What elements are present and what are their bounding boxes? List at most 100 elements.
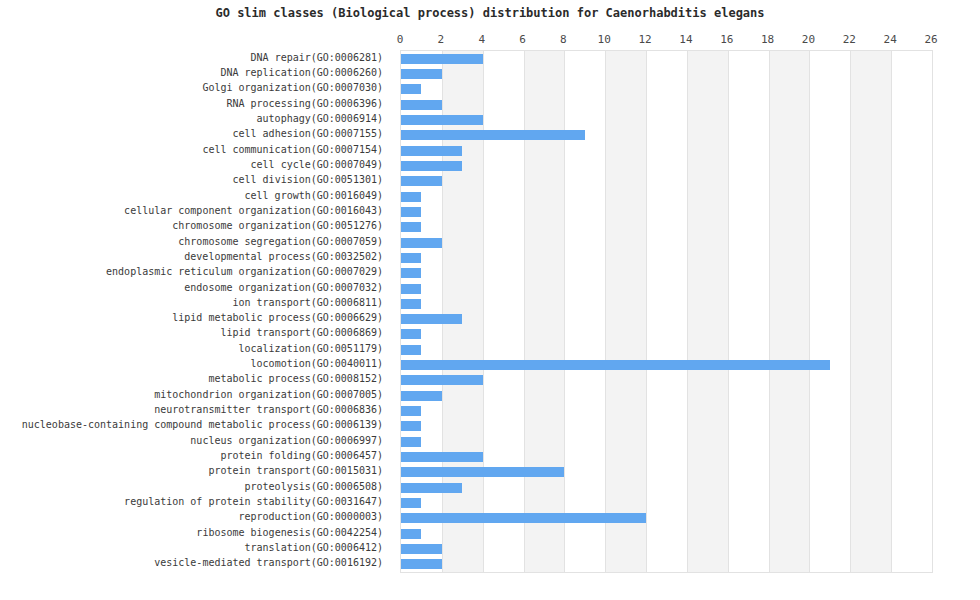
bar bbox=[401, 299, 421, 309]
x-tick-label: 22 bbox=[843, 33, 856, 46]
category-label: developmental process(GO:0032502) bbox=[0, 251, 392, 262]
x-tick-label: 18 bbox=[761, 33, 774, 46]
background-band bbox=[850, 51, 891, 572]
chart-title: GO slim classes (Biological process) dis… bbox=[0, 6, 980, 20]
x-tick-label: 4 bbox=[478, 33, 485, 46]
gridline bbox=[728, 51, 729, 572]
category-label: vesicle-mediated transport(GO:0016192) bbox=[0, 557, 392, 568]
bar bbox=[401, 115, 483, 125]
x-tick-label: 6 bbox=[519, 33, 526, 46]
bar bbox=[401, 345, 421, 355]
category-label: lipid transport(GO:0006869) bbox=[0, 327, 392, 338]
bar bbox=[401, 207, 421, 217]
bar bbox=[401, 253, 421, 263]
category-label: localization(GO:0051179) bbox=[0, 343, 392, 354]
background-band bbox=[605, 51, 646, 572]
background-band bbox=[809, 51, 850, 572]
bar bbox=[401, 146, 462, 156]
category-label: chromosome segregation(GO:0007059) bbox=[0, 236, 392, 247]
background-band bbox=[728, 51, 769, 572]
category-label: cell division(GO:0051301) bbox=[0, 174, 392, 185]
category-label: Golgi organization(GO:0007030) bbox=[0, 82, 392, 93]
gridline bbox=[524, 51, 525, 572]
bar bbox=[401, 360, 830, 370]
gridline bbox=[646, 51, 647, 572]
bar bbox=[401, 513, 646, 523]
bar bbox=[401, 161, 462, 171]
category-label: neurotransmitter transport(GO:0006836) bbox=[0, 404, 392, 415]
background-band bbox=[442, 51, 483, 572]
gridline bbox=[891, 51, 892, 572]
bar bbox=[401, 238, 442, 248]
background-band bbox=[687, 51, 728, 572]
x-tick-label: 26 bbox=[924, 33, 937, 46]
x-tick-label: 20 bbox=[802, 33, 815, 46]
bar bbox=[401, 437, 421, 447]
gridline bbox=[809, 51, 810, 572]
background-band bbox=[483, 51, 524, 572]
gridline bbox=[850, 51, 851, 572]
gridline bbox=[483, 51, 484, 572]
x-tick-label: 2 bbox=[438, 33, 445, 46]
background-band bbox=[564, 51, 605, 572]
bar bbox=[401, 268, 421, 278]
bar bbox=[401, 69, 442, 79]
bar bbox=[401, 130, 585, 140]
bar bbox=[401, 498, 421, 508]
bar bbox=[401, 100, 442, 110]
category-label: nucleus organization(GO:0006997) bbox=[0, 435, 392, 446]
bar bbox=[401, 329, 421, 339]
bar bbox=[401, 176, 442, 186]
x-tick-label: 12 bbox=[638, 33, 651, 46]
bar bbox=[401, 452, 483, 462]
category-label: cell cycle(GO:0007049) bbox=[0, 159, 392, 170]
category-label: lipid metabolic process(GO:0006629) bbox=[0, 312, 392, 323]
x-axis-top: 02468101214161820222426 bbox=[400, 33, 931, 49]
category-label: protein folding(GO:0006457) bbox=[0, 450, 392, 461]
gridline bbox=[769, 51, 770, 572]
background-band bbox=[891, 51, 932, 572]
category-label: protein transport(GO:0015031) bbox=[0, 465, 392, 476]
plot-area bbox=[400, 50, 933, 573]
bar bbox=[401, 54, 483, 64]
category-label: reproduction(GO:0000003) bbox=[0, 511, 392, 522]
gridline bbox=[442, 51, 443, 572]
bar bbox=[401, 483, 462, 493]
category-label: RNA processing(GO:0006396) bbox=[0, 98, 392, 109]
bar bbox=[401, 406, 421, 416]
x-tick-label: 14 bbox=[679, 33, 692, 46]
bar bbox=[401, 467, 564, 477]
category-label: chromosome organization(GO:0051276) bbox=[0, 220, 392, 231]
category-label: ion transport(GO:0006811) bbox=[0, 297, 392, 308]
x-tick-label: 16 bbox=[720, 33, 733, 46]
category-label: cell growth(GO:0016049) bbox=[0, 190, 392, 201]
bar bbox=[401, 84, 421, 94]
category-label: proteolysis(GO:0006508) bbox=[0, 481, 392, 492]
bar bbox=[401, 314, 462, 324]
gridline bbox=[564, 51, 565, 572]
category-label: DNA replication(GO:0006260) bbox=[0, 67, 392, 78]
category-label: endoplasmic reticulum organization(GO:00… bbox=[0, 266, 392, 277]
bar bbox=[401, 421, 421, 431]
bar bbox=[401, 375, 483, 385]
bar bbox=[401, 192, 421, 202]
category-label: regulation of protein stability(GO:00316… bbox=[0, 496, 392, 507]
category-label: autophagy(GO:0006914) bbox=[0, 113, 392, 124]
category-label: endosome organization(GO:0007032) bbox=[0, 282, 392, 293]
category-label: DNA repair(GO:0006281) bbox=[0, 52, 392, 63]
background-band bbox=[769, 51, 810, 572]
x-tick-label: 0 bbox=[397, 33, 404, 46]
gridline bbox=[687, 51, 688, 572]
category-label: translation(GO:0006412) bbox=[0, 542, 392, 553]
category-label: nucleobase-containing compound metabolic… bbox=[0, 419, 392, 430]
bar bbox=[401, 222, 421, 232]
category-label: cell adhesion(GO:0007155) bbox=[0, 128, 392, 139]
bar bbox=[401, 559, 442, 569]
gridline bbox=[605, 51, 606, 572]
category-label: metabolic process(GO:0008152) bbox=[0, 373, 392, 384]
category-label: locomotion(GO:0040011) bbox=[0, 358, 392, 369]
category-label: ribosome biogenesis(GO:0042254) bbox=[0, 527, 392, 538]
x-tick-label: 8 bbox=[560, 33, 567, 46]
bar bbox=[401, 529, 421, 539]
bar bbox=[401, 544, 442, 554]
